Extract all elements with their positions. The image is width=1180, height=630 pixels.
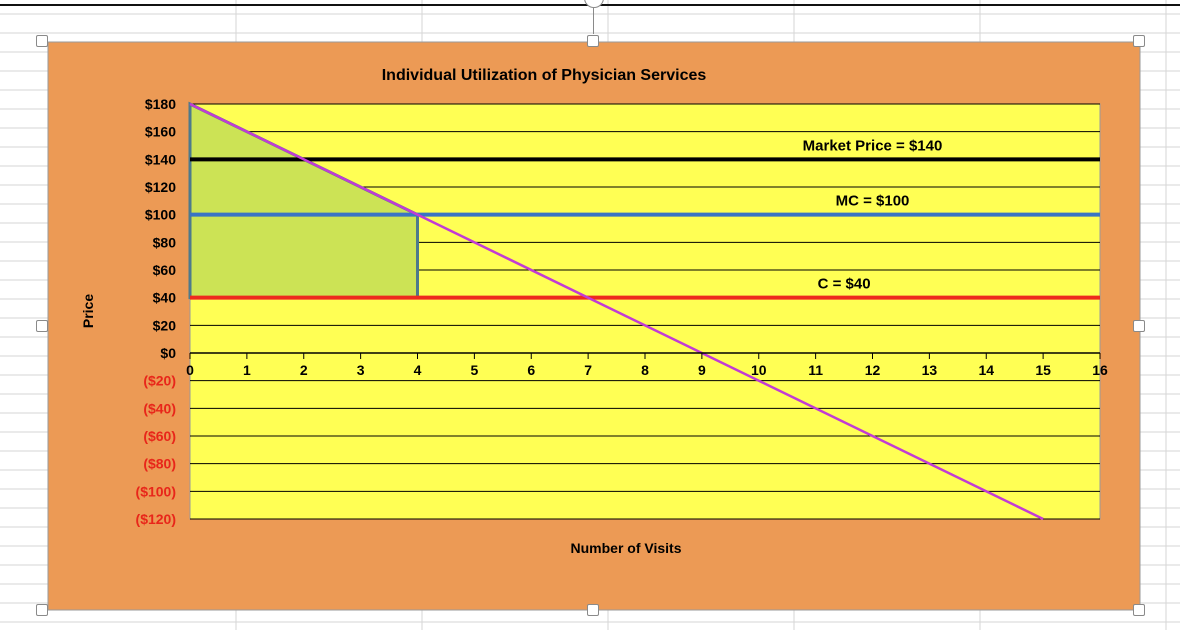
- x-tick-label: 13: [922, 362, 938, 378]
- line-label-0: Market Price = $140: [803, 137, 943, 154]
- y-tick-label: ($40): [143, 400, 176, 416]
- resize-handle-top-right[interactable]: [1133, 35, 1145, 47]
- x-tick-label: 7: [584, 362, 592, 378]
- y-axis-title: Price: [80, 294, 96, 328]
- x-tick-label: 4: [414, 362, 422, 378]
- plot-area: [189, 103, 1101, 520]
- x-tick-label: 0: [186, 362, 194, 378]
- x-tick-label: 8: [641, 362, 649, 378]
- y-tick-label: $60: [153, 262, 177, 278]
- y-tick-label: $0: [160, 345, 176, 361]
- x-axis-title: Number of Visits: [571, 540, 682, 556]
- x-tick-label: 1: [243, 362, 251, 378]
- line-label-1: MC = $100: [836, 193, 910, 210]
- y-tick-label: ($80): [143, 456, 176, 472]
- y-tick-label: ($20): [143, 373, 176, 389]
- x-tick-label: 3: [357, 362, 365, 378]
- x-tick-label: 16: [1092, 362, 1108, 378]
- y-tick-label: ($60): [143, 428, 176, 444]
- y-tick-label: $100: [145, 207, 176, 223]
- resize-handle-bottom-left[interactable]: [36, 604, 48, 616]
- y-tick-label: $180: [145, 96, 176, 112]
- rotation-handle-stem: [593, 8, 594, 34]
- resize-handle-bottom-right[interactable]: [1133, 604, 1145, 616]
- resize-handle-right[interactable]: [1133, 320, 1145, 332]
- x-tick-label: 12: [865, 362, 881, 378]
- resize-handle-top-left[interactable]: [36, 35, 48, 47]
- chart-title: Individual Utilization of Physician Serv…: [382, 67, 707, 84]
- y-tick-label: $140: [145, 151, 176, 167]
- resize-handle-left[interactable]: [36, 320, 48, 332]
- demand-curve-line: [189, 102, 1044, 521]
- y-tick-label: $120: [145, 179, 176, 195]
- y-tick-label: ($120): [136, 511, 176, 527]
- x-tick-label: 2: [300, 362, 308, 378]
- x-tick-label: 11: [808, 362, 823, 378]
- y-tick-label: $40: [153, 290, 177, 306]
- x-tick-label: 14: [978, 362, 994, 378]
- x-tick-label: 10: [751, 362, 767, 378]
- x-tick-label: 6: [527, 362, 535, 378]
- y-tick-label: $160: [145, 124, 176, 140]
- resize-handle-top[interactable]: [587, 35, 599, 47]
- y-tick-label: $80: [153, 234, 177, 250]
- resize-handle-bottom[interactable]: [587, 604, 599, 616]
- line-label-2: C = $40: [818, 276, 871, 293]
- x-tick-label: 9: [698, 362, 706, 378]
- y-tick-label: $20: [153, 317, 177, 333]
- x-tick-label: 15: [1035, 362, 1051, 378]
- x-tick-label: 5: [470, 362, 478, 378]
- y-tick-label: ($100): [136, 483, 176, 499]
